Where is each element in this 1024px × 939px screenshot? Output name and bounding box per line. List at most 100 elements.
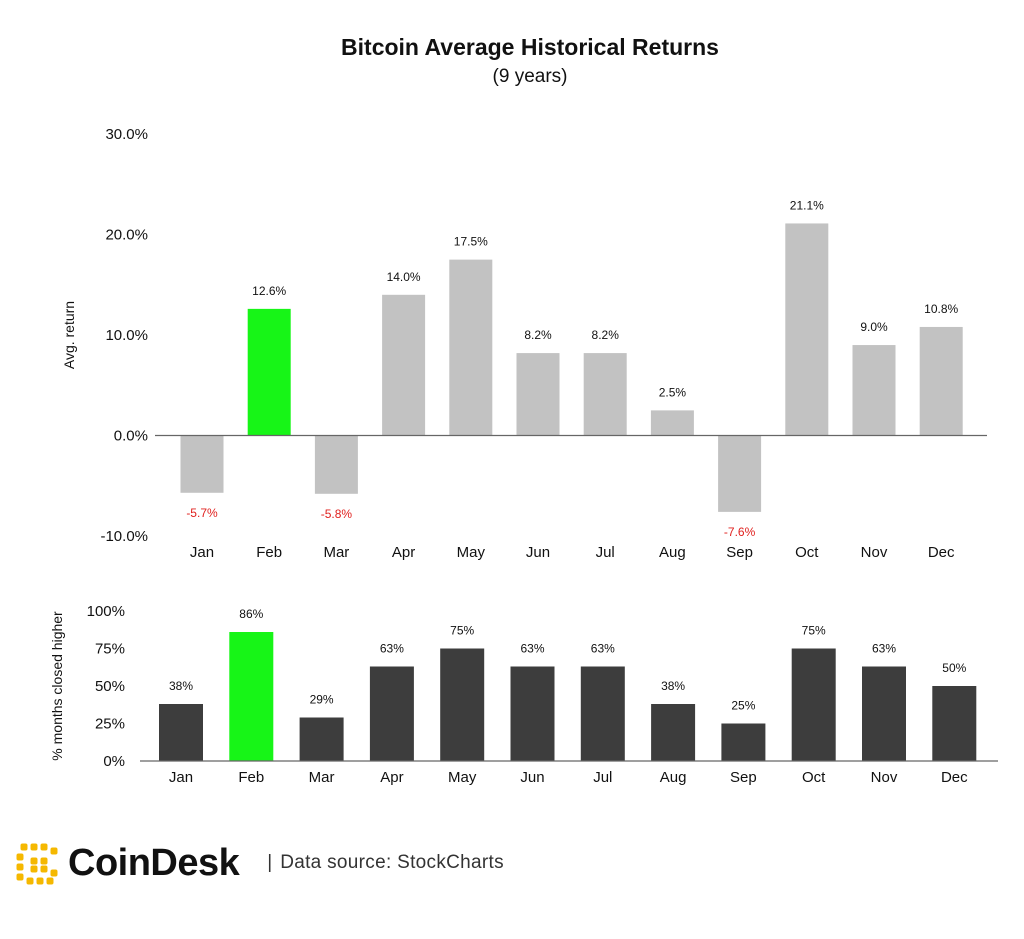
higher-x-tick-label: Jul: [593, 769, 612, 786]
higher-data-label-jun: 63%: [520, 642, 544, 656]
higher-x-tick-label: Oct: [802, 769, 826, 786]
higher-x-tick-label: Feb: [238, 769, 264, 786]
higher-x-tick-label: Sep: [730, 769, 757, 786]
returns-bar-dec: [919, 326, 963, 436]
returns-x-tick-label: Mar: [323, 544, 349, 561]
returns-data-label-feb: 12.6%: [252, 284, 286, 298]
chart-subtitle: (9 years): [492, 66, 568, 87]
returns-ytick-label: 10.0%: [105, 327, 148, 344]
higher-data-label-oct: 75%: [802, 624, 826, 638]
returns-bar-may: [449, 259, 493, 436]
higher-data-label-aug: 38%: [661, 679, 685, 693]
returns-data-label-sep: -7.6%: [724, 525, 756, 539]
higher-ytick-label: 100%: [87, 603, 125, 620]
returns-ytick-label: 0.0%: [114, 428, 148, 445]
higher-x-tick-label: Dec: [941, 769, 968, 786]
returns-data-label-dec: 10.8%: [924, 302, 958, 316]
returns-data-label-jan: -5.7%: [186, 506, 218, 520]
logo-dot: [20, 843, 28, 851]
returns-bar-jan: [180, 435, 224, 493]
logo-dot: [46, 877, 54, 885]
returns-y-axis-label: Avg. return: [61, 301, 77, 369]
logo-dot: [16, 853, 24, 861]
returns-x-tick-label: Jun: [526, 544, 550, 561]
higher-x-tick-label: Jan: [169, 769, 193, 786]
returns-ytick-label: 30.0%: [105, 126, 148, 143]
higher-ytick-label: 50%: [95, 678, 125, 695]
returns-bar-oct: [785, 223, 829, 436]
returns-x-tick-label: Jul: [596, 544, 615, 561]
returns-x-tick-label: Nov: [861, 544, 888, 561]
returns-data-label-may: 17.5%: [454, 235, 488, 249]
logo-dot: [26, 877, 34, 885]
logo-dot: [30, 865, 38, 873]
higher-data-label-jan: 38%: [169, 679, 193, 693]
higher-data-label-feb: 86%: [239, 607, 263, 621]
chart-title: Bitcoin Average Historical Returns: [341, 34, 719, 60]
logo-dot: [30, 857, 38, 865]
higher-bar-jan: [159, 704, 203, 761]
higher-x-tick-label: Mar: [309, 769, 335, 786]
returns-data-label-oct: 21.1%: [790, 198, 824, 212]
higher-bar-sep: [721, 723, 766, 761]
returns-x-tick-label: Sep: [726, 544, 753, 561]
returns-bar-nov: [852, 345, 896, 436]
returns-bar-feb: [247, 308, 291, 436]
logo-dot: [50, 869, 58, 877]
returns-bar-aug: [650, 410, 694, 436]
higher-ytick-label: 75%: [95, 641, 125, 658]
logo-dot: [30, 843, 38, 851]
returns-data-label-nov: 9.0%: [860, 320, 888, 334]
returns-x-tick-label: Aug: [659, 544, 686, 561]
footer-separator: |: [267, 852, 273, 873]
higher-data-label-mar: 29%: [310, 693, 334, 707]
higher-bar-nov: [862, 666, 906, 761]
logo-dot: [16, 863, 24, 871]
returns-ytick-label: -10.0%: [100, 528, 148, 545]
brand-name: CoinDesk: [68, 841, 240, 884]
higher-data-label-nov: 63%: [872, 642, 896, 656]
logo-dot: [16, 873, 24, 881]
returns-data-label-jul: 8.2%: [592, 328, 620, 342]
returns-x-tick-label: Dec: [928, 544, 955, 561]
logo-dot: [40, 857, 48, 865]
logo-dot: [40, 843, 48, 851]
higher-data-label-sep: 25%: [731, 699, 755, 713]
higher-x-tick-label: May: [448, 769, 477, 786]
returns-x-tick-label: Jan: [190, 544, 214, 561]
returns-x-tick-label: Oct: [795, 544, 819, 561]
higher-bar-oct: [791, 648, 836, 761]
higher-bar-dec: [932, 686, 977, 761]
returns-data-label-jun: 8.2%: [524, 328, 552, 342]
returns-data-label-mar: -5.8%: [321, 507, 353, 521]
charts-area: 30.0% 20.0% 10.0% 0.0% -10.0% Avg. return -5.7…: [49, 126, 998, 786]
higher-ytick-label: 0%: [103, 753, 125, 770]
higher-bar-apr: [369, 666, 414, 761]
higher-x-tick-label: Apr: [380, 769, 403, 786]
coindesk-logo-icon: [16, 843, 58, 885]
higher-bar-aug: [651, 704, 696, 761]
higher-data-label-may: 75%: [450, 624, 474, 638]
logo-dot: [50, 847, 58, 855]
higher-data-label-dec: 50%: [942, 661, 966, 675]
returns-data-label-aug: 2.5%: [659, 385, 687, 399]
higher-y-axis-label: % months closed higher: [49, 611, 65, 761]
data-source: Data source: StockCharts: [280, 852, 504, 873]
logo-dot: [36, 877, 44, 885]
returns-ytick-label: 20.0%: [105, 227, 148, 244]
higher-bar-mar: [299, 717, 344, 761]
returns-x-tick-label: Apr: [392, 544, 415, 561]
returns-x-tick-label: Feb: [256, 544, 282, 561]
returns-bar-jul: [583, 353, 627, 436]
higher-ytick-label: 25%: [95, 716, 125, 733]
higher-data-label-apr: 63%: [380, 642, 404, 656]
higher-bar-jun: [510, 666, 555, 761]
returns-x-tick-label: May: [457, 544, 486, 561]
higher-x-tick-label: Jun: [520, 769, 544, 786]
higher-bar-may: [440, 648, 485, 761]
footer: CoinDesk | Data source: StockCharts: [14, 838, 504, 888]
higher-x-tick-label: Nov: [871, 769, 898, 786]
higher-bar-jul: [580, 666, 625, 761]
returns-bar-apr: [382, 294, 426, 436]
returns-data-label-apr: 14.0%: [387, 270, 421, 284]
